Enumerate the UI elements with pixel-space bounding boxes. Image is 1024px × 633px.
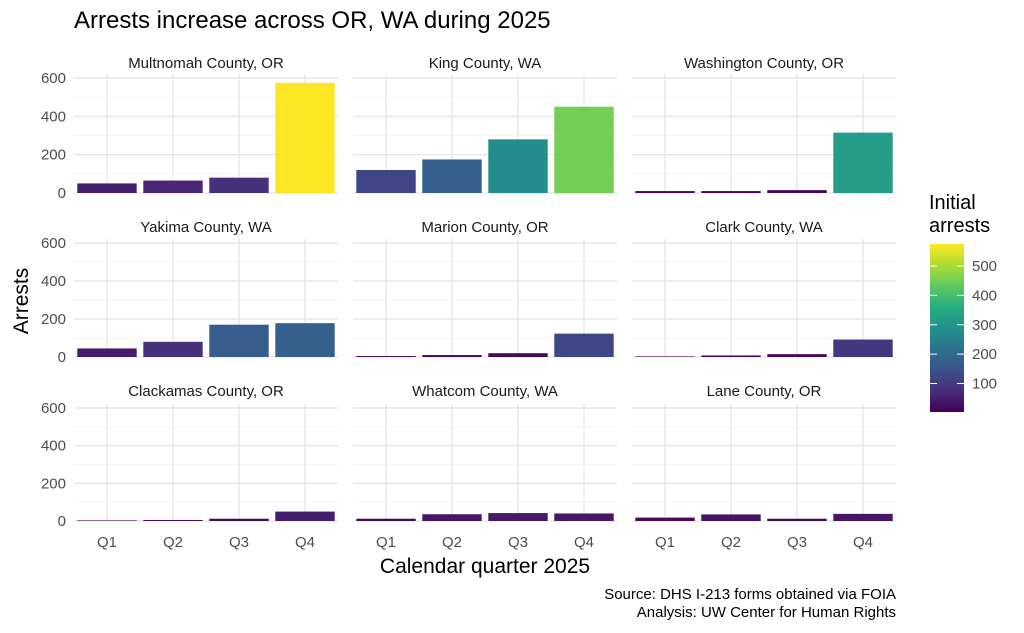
legend-tick-label: 300 (972, 317, 997, 334)
legend-title-line2: arrests (929, 215, 990, 237)
x-tick-label: Q1 (376, 534, 396, 551)
y-tick-label: 600 (41, 400, 66, 417)
chart-title: Arrests increase across OR, WA during 20… (74, 7, 551, 34)
facet-panel: Whatcom County, WA Q1 Q2 Q3 Q4 (353, 383, 617, 551)
facet-panel: King County, WA (353, 55, 617, 194)
facet-panel: Lane County, OR Q1 Q2 Q3 Q4 (632, 383, 896, 551)
color-legend: Initial arrests 100 200 300 400 500 (929, 192, 997, 412)
x-axis-label: Calendar quarter 2025 (380, 555, 590, 578)
legend-tick-label: 500 (972, 258, 997, 275)
bar (488, 353, 548, 357)
facet-strip-label: Washington County, OR (684, 55, 844, 72)
legend-tick-label: 400 (972, 287, 997, 304)
bar (767, 354, 827, 357)
facet-strip-label: Whatcom County, WA (412, 383, 558, 400)
x-tick-label: Q1 (97, 534, 117, 551)
bar (635, 191, 695, 193)
bar (701, 355, 761, 357)
facet-strip-label: Clark County, WA (705, 219, 823, 236)
bar (275, 323, 335, 357)
x-tick-label: Q3 (229, 534, 249, 551)
bar (635, 517, 695, 521)
caption-analysis: Analysis: UW Center for Human Rights (637, 604, 896, 621)
x-tick-label: Q4 (295, 534, 315, 551)
bar (833, 132, 893, 193)
x-tick-label: Q3 (508, 534, 528, 551)
facet-panels: Multnomah County, OR 0 200 400 600 King Count… (41, 55, 896, 551)
caption-source: Source: DHS I-213 forms obtained via FOI… (604, 586, 896, 603)
legend-tick-label: 100 (972, 376, 997, 393)
x-tick-label: Q3 (787, 534, 807, 551)
bar (767, 190, 827, 193)
y-tick-label: 200 (41, 311, 66, 328)
x-tick-label: Q2 (721, 534, 741, 551)
bar (143, 341, 203, 357)
y-tick-label: 200 (41, 475, 66, 492)
bar (209, 324, 269, 357)
facet-panel: Yakima County, WA 0 200 400 600 (41, 219, 338, 366)
facet-panel: Multnomah County, OR 0 200 400 600 (41, 55, 338, 202)
y-axis-label: Arrests (10, 268, 33, 335)
bar (143, 180, 203, 193)
bar (143, 520, 203, 521)
facet-strip-label: Marion County, OR (421, 219, 548, 236)
bar (833, 513, 893, 521)
bar (554, 106, 614, 193)
y-tick-label: 0 (58, 185, 66, 202)
y-tick-label: 0 (58, 349, 66, 366)
x-tick-label: Q4 (574, 534, 594, 551)
bar (701, 191, 761, 193)
y-tick-label: 600 (41, 70, 66, 87)
legend-tick-label: 200 (972, 346, 997, 363)
facet-strip-label: Multnomah County, OR (128, 55, 284, 72)
legend-title-line1: Initial (929, 192, 976, 214)
y-tick-label: 600 (41, 235, 66, 252)
bar (209, 177, 269, 193)
facet-panel: Clackamas County, OR 0 200 400 600 Q1 Q2 Q3 Q4 (41, 383, 338, 551)
bar (635, 356, 695, 357)
y-tick-label: 0 (58, 513, 66, 530)
bar (209, 518, 269, 521)
bar (554, 333, 614, 357)
bar (77, 520, 137, 521)
y-tick-label: 400 (41, 273, 66, 290)
x-tick-label: Q4 (853, 534, 873, 551)
facet-strip-label: Clackamas County, OR (128, 383, 284, 400)
bar (275, 82, 335, 193)
y-tick-label: 200 (41, 147, 66, 164)
bar (356, 356, 416, 357)
bar (701, 514, 761, 521)
facet-strip-label: Lane County, OR (707, 383, 822, 400)
bar (833, 339, 893, 357)
x-tick-label: Q2 (442, 534, 462, 551)
y-tick-label: 400 (41, 438, 66, 455)
facet-panel: Marion County, OR (353, 219, 617, 358)
bar (422, 355, 482, 357)
bar (488, 513, 548, 521)
facet-strip-label: Yakima County, WA (140, 219, 271, 236)
facet-panel: Washington County, OR (632, 55, 896, 194)
bar (422, 514, 482, 521)
bar (767, 518, 827, 521)
bar (554, 513, 614, 521)
bar (422, 159, 482, 193)
x-tick-label: Q1 (655, 534, 675, 551)
bar (356, 170, 416, 193)
legend-colorbar (930, 244, 964, 412)
facet-panel: Clark County, WA (632, 219, 896, 358)
legend-ticks: 100 200 300 400 500 (930, 258, 997, 393)
bar (77, 183, 137, 193)
bar (275, 511, 335, 521)
bar (77, 348, 137, 357)
bar (488, 139, 548, 193)
y-tick-label: 400 (41, 108, 66, 125)
facet-strip-label: King County, WA (429, 55, 542, 72)
bar (356, 518, 416, 521)
x-tick-label: Q2 (163, 534, 183, 551)
